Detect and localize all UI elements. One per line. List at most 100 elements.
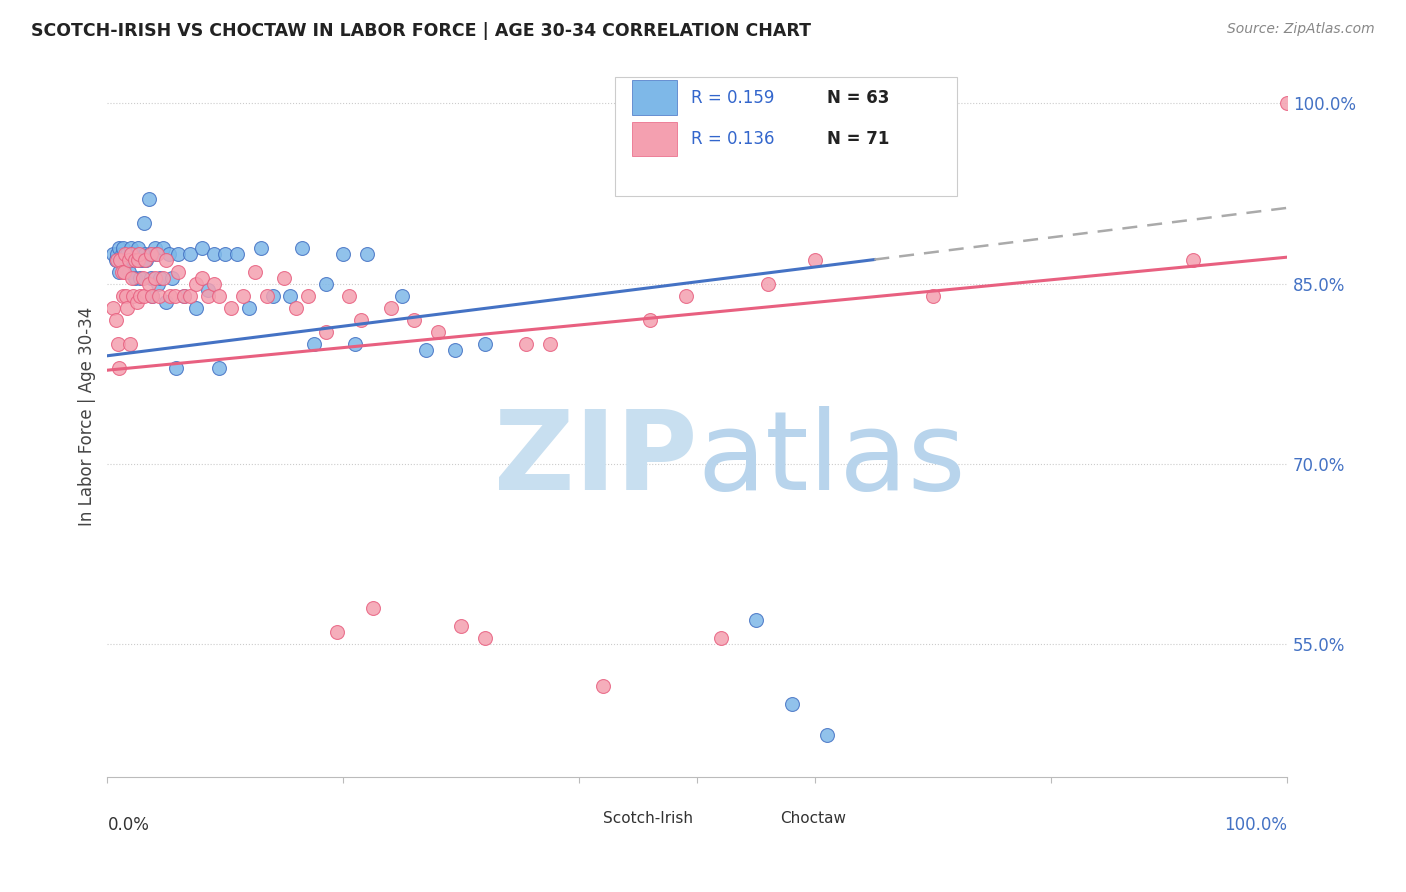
Point (167, 264, 190, 278)
Point (922, 288, 945, 302)
FancyBboxPatch shape (633, 121, 678, 156)
Point (184, 277, 207, 291)
Point (108, 241, 131, 255)
Point (132, 288, 155, 302)
Point (145, 246, 167, 260)
Point (315, 277, 337, 291)
Point (256, 288, 278, 302)
Point (592, 680, 614, 694)
Point (1181, 252, 1204, 267)
Point (1277, 96, 1299, 111)
Point (111, 288, 134, 302)
Point (132, 252, 155, 267)
Point (191, 241, 214, 255)
Point (139, 246, 162, 260)
Point (157, 246, 180, 260)
Y-axis label: In Labor Force | Age 30-34: In Labor Force | Age 30-34 (79, 306, 96, 525)
Point (139, 270, 162, 285)
Point (152, 241, 174, 255)
Point (232, 288, 254, 302)
Point (134, 252, 156, 267)
Point (127, 252, 149, 267)
Point (243, 264, 266, 278)
Point (132, 270, 155, 285)
Point (138, 193, 160, 207)
Point (148, 288, 170, 302)
Point (202, 277, 225, 291)
Point (184, 301, 207, 315)
FancyBboxPatch shape (633, 80, 678, 115)
Point (675, 288, 697, 302)
Point (138, 277, 160, 291)
Point (120, 246, 142, 260)
Point (129, 288, 152, 302)
Point (112, 264, 135, 278)
Point (391, 288, 413, 302)
Text: N = 63: N = 63 (827, 88, 890, 107)
Point (121, 270, 143, 285)
Point (219, 301, 242, 315)
Point (110, 246, 132, 260)
Point (141, 288, 163, 302)
Point (238, 301, 260, 315)
Point (114, 246, 136, 260)
Point (356, 246, 378, 260)
Point (291, 241, 314, 255)
FancyBboxPatch shape (745, 808, 770, 829)
Text: R = 0.159: R = 0.159 (692, 88, 775, 107)
Point (117, 246, 139, 260)
Point (214, 246, 236, 260)
Text: ZIP: ZIP (494, 406, 697, 513)
Point (155, 252, 177, 267)
Point (159, 288, 181, 302)
Point (117, 264, 139, 278)
Point (110, 252, 132, 267)
Point (710, 632, 733, 646)
Point (143, 241, 166, 255)
Point (344, 336, 367, 351)
Point (326, 625, 349, 640)
FancyBboxPatch shape (614, 77, 957, 196)
Point (103, 246, 125, 260)
Point (152, 270, 174, 285)
Point (155, 294, 177, 309)
Point (191, 270, 214, 285)
Point (105, 246, 128, 260)
Point (179, 288, 201, 302)
Point (173, 288, 195, 302)
Point (474, 336, 496, 351)
Point (108, 360, 131, 375)
Point (262, 288, 284, 302)
Point (132, 217, 155, 231)
Point (163, 288, 186, 302)
Point (115, 288, 138, 302)
Point (197, 288, 219, 302)
Point (404, 312, 426, 326)
Point (297, 288, 319, 302)
Point (141, 288, 163, 302)
Point (117, 252, 139, 267)
Point (337, 288, 360, 302)
Point (125, 246, 148, 260)
Point (149, 270, 172, 285)
Point (638, 312, 661, 326)
Point (139, 246, 162, 260)
Point (444, 343, 467, 357)
Point (120, 241, 142, 255)
Point (103, 301, 125, 315)
Point (118, 336, 141, 351)
Point (128, 252, 150, 267)
Point (146, 277, 169, 291)
Point (315, 325, 337, 339)
Point (167, 246, 190, 260)
Point (515, 336, 537, 351)
Point (302, 336, 325, 351)
Point (285, 301, 308, 315)
Point (125, 294, 148, 309)
Point (143, 270, 166, 285)
Text: Choctaw: Choctaw (780, 811, 846, 826)
Point (780, 698, 803, 712)
Point (128, 246, 150, 260)
Point (804, 252, 827, 267)
Text: Source: ZipAtlas.com: Source: ZipAtlas.com (1227, 22, 1375, 37)
